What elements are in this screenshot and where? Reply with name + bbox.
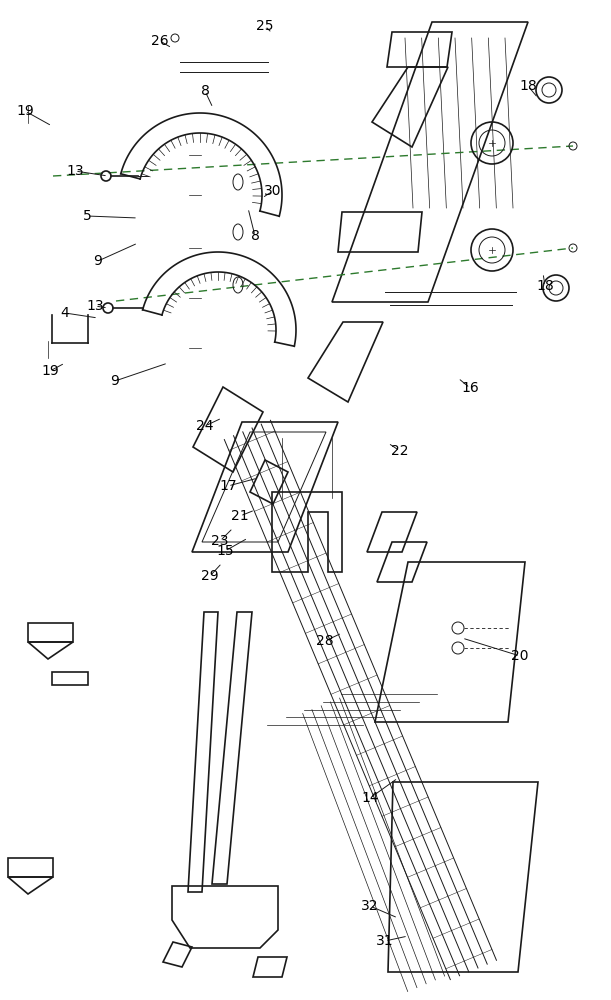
Text: 17: 17 [219, 479, 237, 493]
Text: 16: 16 [461, 381, 479, 395]
Text: 23: 23 [211, 534, 229, 548]
Text: 19: 19 [16, 104, 34, 118]
Text: 28: 28 [316, 634, 334, 648]
Text: 29: 29 [201, 569, 219, 583]
Text: 20: 20 [511, 649, 529, 663]
Text: 26: 26 [151, 34, 169, 48]
Text: 8: 8 [200, 84, 210, 98]
Text: 25: 25 [256, 19, 274, 33]
Text: 14: 14 [361, 791, 379, 805]
Text: 13: 13 [66, 164, 84, 178]
Text: 31: 31 [376, 934, 394, 948]
Text: 32: 32 [361, 899, 379, 913]
Text: 21: 21 [231, 509, 249, 523]
Text: 30: 30 [264, 184, 282, 198]
Text: 24: 24 [196, 419, 214, 433]
Text: 15: 15 [216, 544, 234, 558]
Text: 18: 18 [519, 79, 537, 93]
Text: 9: 9 [111, 374, 119, 388]
Text: 13: 13 [86, 299, 104, 313]
Text: 9: 9 [93, 254, 103, 268]
Text: 4: 4 [60, 306, 70, 320]
Text: 18: 18 [536, 279, 554, 293]
Text: 5: 5 [82, 209, 92, 223]
Text: 19: 19 [41, 364, 59, 378]
Text: 8: 8 [251, 229, 260, 243]
Text: 22: 22 [391, 444, 409, 458]
